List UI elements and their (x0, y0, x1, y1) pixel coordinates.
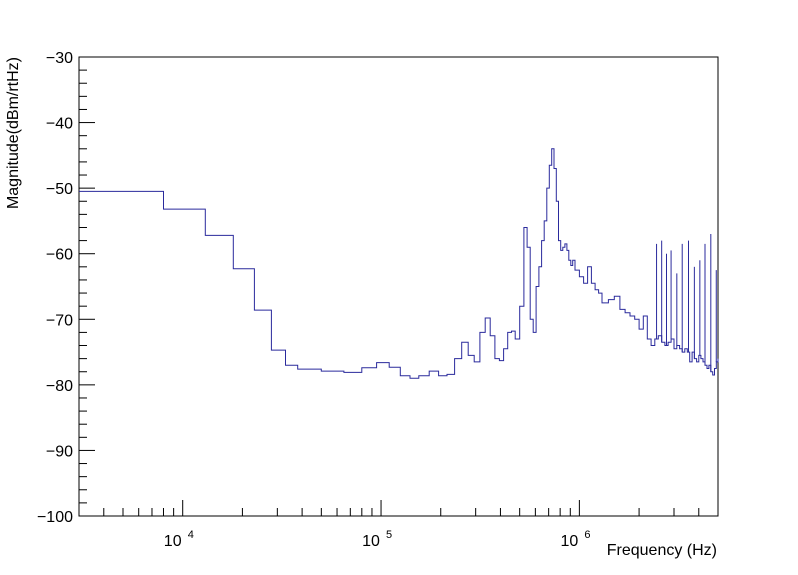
x-tick-exponent: 4 (188, 529, 194, 541)
y-tick-label: −30 (46, 50, 73, 67)
y-tick-label: −60 (46, 247, 73, 264)
plot-frame (78, 56, 719, 517)
x-axis-ticks (78, 500, 719, 516)
x-tick-label: 10 (362, 533, 380, 550)
y-axis-title: Magnitude(dBm/rtHz) (5, 57, 22, 209)
x-tick-labels: 10 4 10 5 10 6 (164, 529, 591, 550)
y-tick-label: −40 (46, 116, 73, 133)
y-tick-label: −90 (46, 443, 73, 460)
y-axis-ticks (79, 56, 95, 517)
magnitude-series-line (79, 148, 719, 379)
x-axis-title: Frequency (Hz) (607, 542, 717, 559)
y-tick-label: −70 (46, 312, 73, 329)
x-tick-label: 10 (560, 533, 578, 550)
y-tick-labels: −100 −90 −80 −70 −60 −50 −40 −30 (37, 50, 73, 526)
y-tick-label: −80 (46, 378, 73, 395)
x-tick-exponent: 6 (584, 529, 590, 541)
y-tick-label: −50 (46, 181, 73, 198)
x-tick-label: 10 (164, 533, 182, 550)
spur-spikes (656, 234, 717, 372)
x-tick-exponent: 5 (386, 529, 392, 541)
y-tick-label: −100 (37, 509, 73, 526)
